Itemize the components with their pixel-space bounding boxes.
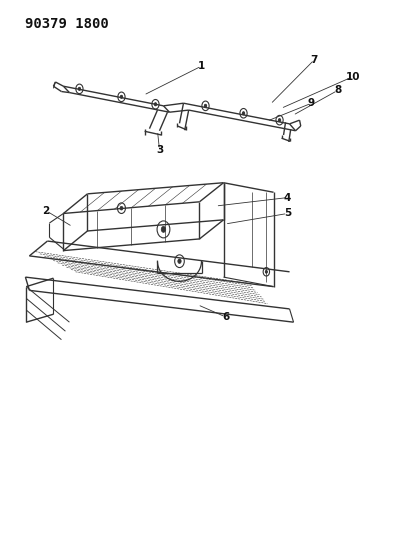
- Circle shape: [243, 112, 244, 114]
- Circle shape: [278, 118, 281, 122]
- Text: 90379 1800: 90379 1800: [25, 17, 109, 31]
- Text: 3: 3: [156, 145, 163, 155]
- Circle shape: [179, 261, 180, 262]
- Circle shape: [121, 207, 122, 209]
- Circle shape: [205, 105, 206, 107]
- Circle shape: [121, 96, 122, 98]
- Text: 1: 1: [198, 61, 205, 71]
- Text: 8: 8: [334, 85, 341, 95]
- Circle shape: [161, 227, 166, 232]
- Text: 6: 6: [222, 312, 229, 322]
- Circle shape: [204, 104, 207, 108]
- Text: 10: 10: [345, 71, 360, 82]
- Circle shape: [265, 270, 268, 273]
- Circle shape: [279, 119, 280, 121]
- Text: 5: 5: [284, 208, 291, 219]
- Circle shape: [120, 95, 123, 99]
- Circle shape: [78, 87, 81, 91]
- Circle shape: [155, 103, 156, 105]
- Text: 7: 7: [311, 55, 318, 64]
- Circle shape: [79, 88, 80, 90]
- Circle shape: [242, 111, 245, 115]
- Circle shape: [154, 102, 157, 106]
- Circle shape: [163, 228, 164, 230]
- Text: 2: 2: [43, 206, 50, 216]
- Circle shape: [120, 206, 123, 210]
- Text: 9: 9: [308, 98, 315, 108]
- Circle shape: [266, 271, 267, 272]
- Circle shape: [178, 259, 181, 263]
- Text: 4: 4: [284, 192, 291, 203]
